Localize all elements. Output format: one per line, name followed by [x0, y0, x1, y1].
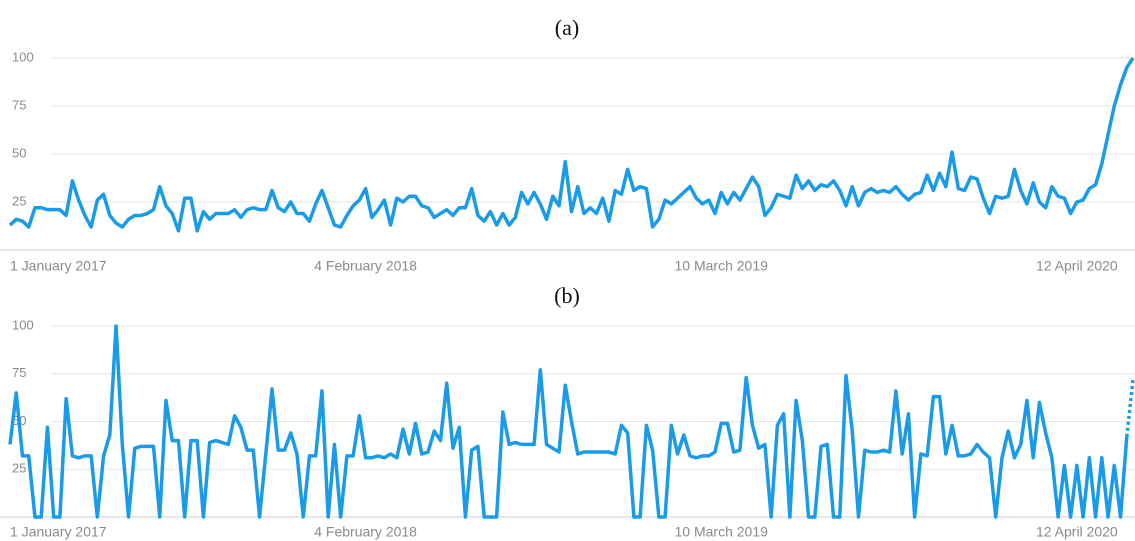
x-tick-label: 1 January 2017	[10, 524, 107, 540]
x-tick-label: 10 March 2019	[675, 524, 769, 540]
x-tick-label: 12 April 2020	[1036, 524, 1118, 540]
data-line	[8, 324, 1129, 519]
y-tick-label: 25	[12, 193, 26, 208]
x-tick-label: 10 March 2019	[675, 258, 769, 274]
x-tick-label: 4 February 2018	[314, 524, 417, 540]
partial-segment	[1125, 379, 1135, 437]
y-tick-label: 100	[12, 317, 34, 332]
panel-title: (b)	[554, 283, 580, 308]
x-tick-label: 12 April 2020	[1036, 258, 1118, 274]
data-line	[8, 57, 1135, 233]
y-tick-label: 75	[12, 365, 26, 380]
y-tick-label: 100	[12, 49, 34, 64]
x-tick-label: 1 January 2017	[10, 258, 107, 274]
y-tick-label: 25	[12, 461, 26, 476]
panel-title: (a)	[555, 15, 579, 40]
y-tick-label: 50	[12, 145, 26, 160]
x-tick-label: 4 February 2018	[314, 258, 417, 274]
y-tick-label: 75	[12, 97, 26, 112]
